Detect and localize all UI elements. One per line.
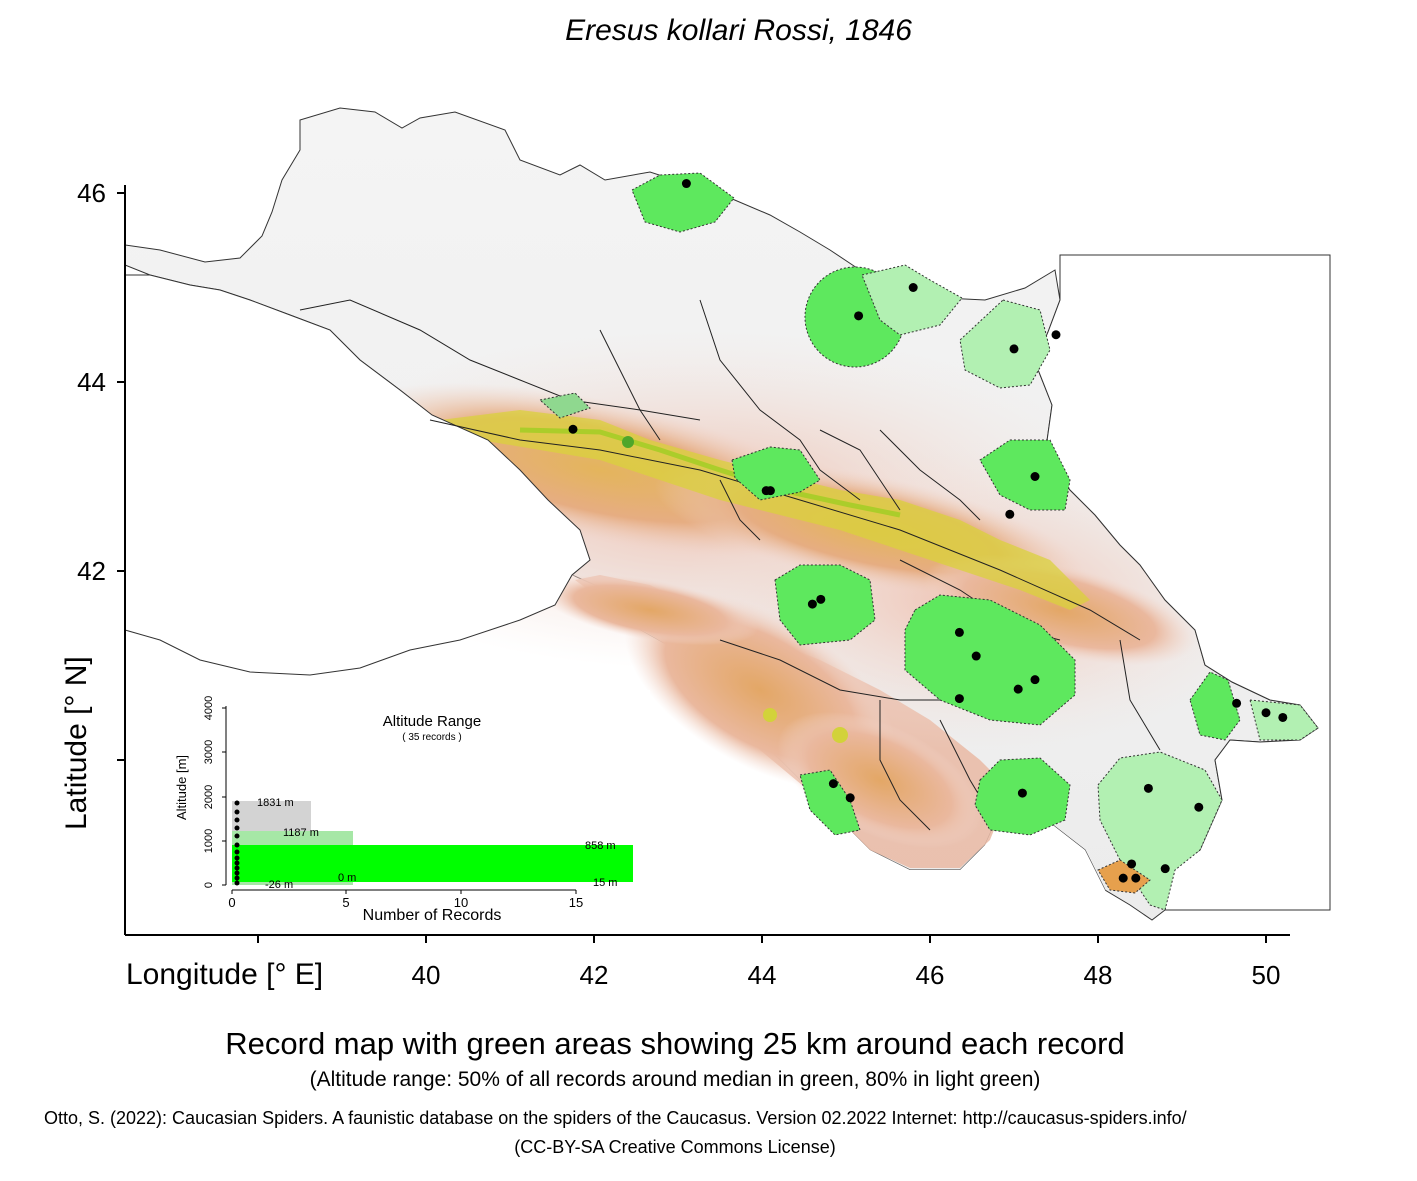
x-axis-label: Longitude [° E] bbox=[126, 958, 324, 991]
x-tick-42: 42 bbox=[579, 960, 609, 990]
black-sea bbox=[124, 274, 591, 676]
record-point bbox=[954, 627, 964, 637]
svg-text:0: 0 bbox=[203, 882, 215, 888]
label-p50-upper: 858 m bbox=[585, 840, 616, 852]
record-point bbox=[908, 283, 918, 292]
svg-text:3000: 3000 bbox=[203, 740, 215, 764]
record-point bbox=[1005, 509, 1015, 519]
citation: Otto, S. (2022): Caucasian Spiders. A fa… bbox=[44, 1108, 1187, 1128]
record-point bbox=[816, 594, 826, 604]
record-point bbox=[1017, 788, 1027, 798]
map-axes bbox=[117, 185, 1290, 943]
svg-text:10: 10 bbox=[454, 895, 468, 910]
svg-text:0: 0 bbox=[228, 895, 235, 910]
record-point bbox=[1232, 698, 1242, 708]
svg-text:1000: 1000 bbox=[203, 829, 215, 853]
x-tick-46: 46 bbox=[915, 960, 945, 990]
record-point bbox=[954, 694, 964, 704]
inset-title: Altitude Range bbox=[383, 713, 481, 730]
record-point bbox=[1030, 472, 1040, 481]
record-buffers bbox=[538, 172, 1319, 911]
record-point bbox=[1051, 330, 1061, 340]
record-point bbox=[1131, 873, 1141, 883]
record-point bbox=[1261, 708, 1271, 718]
y-axis-label: Latitude [° N] bbox=[60, 656, 93, 830]
record-point bbox=[1030, 675, 1040, 685]
y-tick-46: 46 bbox=[77, 178, 106, 208]
y-tick-42: 42 bbox=[77, 556, 106, 586]
label-p80-upper: 1187 m bbox=[283, 827, 319, 839]
record-point bbox=[971, 651, 981, 661]
svg-text:4000: 4000 bbox=[203, 696, 215, 720]
label-max: 1831 m bbox=[257, 797, 294, 809]
record-point bbox=[1009, 344, 1019, 354]
record-point bbox=[681, 179, 691, 189]
label-p50-lower: 0 m bbox=[338, 872, 356, 884]
x-tick-50: 50 bbox=[1251, 960, 1281, 990]
record-point bbox=[568, 424, 578, 434]
inset-y-axis-label: Altitude [m] bbox=[174, 755, 189, 820]
record-point bbox=[1194, 802, 1204, 812]
inset-subtitle: ( 35 records ) bbox=[402, 732, 461, 743]
record-point bbox=[1278, 712, 1288, 722]
license: (CC-BY-SA Creative Commons License) bbox=[514, 1137, 836, 1157]
label-count: 15 m bbox=[593, 877, 617, 889]
x-tick-48: 48 bbox=[1083, 960, 1113, 990]
x-tick-40: 40 bbox=[411, 960, 441, 990]
map-caption: Record map with green areas showing 25 k… bbox=[225, 1026, 1125, 1061]
record-point bbox=[828, 779, 838, 789]
altitude-inset: Altitude Range ( 35 records ) Altitude [… bbox=[150, 690, 650, 930]
inset-x-axis-label: Number of Records bbox=[363, 907, 502, 924]
record-points bbox=[568, 179, 1288, 883]
svg-text:15: 15 bbox=[569, 895, 583, 910]
record-point bbox=[1118, 873, 1128, 883]
svg-text:5: 5 bbox=[342, 895, 349, 910]
summit-band bbox=[440, 410, 1090, 610]
record-point bbox=[807, 599, 817, 609]
y-tick-44: 44 bbox=[77, 367, 106, 397]
x-tick-44: 44 bbox=[747, 960, 777, 990]
record-point bbox=[765, 486, 775, 496]
inset-altitude-points bbox=[234, 800, 240, 886]
range-50-bar bbox=[232, 845, 633, 882]
record-point bbox=[845, 793, 855, 803]
record-point bbox=[1160, 864, 1170, 874]
svg-text:2000: 2000 bbox=[203, 785, 215, 809]
record-point bbox=[1143, 783, 1153, 793]
map-subcaption: (Altitude range: 50% of all records arou… bbox=[309, 1068, 1041, 1091]
map-title: Eresus kollari Rossi, 1846 bbox=[565, 14, 912, 47]
record-point bbox=[1013, 684, 1023, 694]
record-point bbox=[854, 311, 864, 321]
record-point bbox=[1127, 859, 1137, 869]
label-min: -26 m bbox=[265, 879, 293, 891]
